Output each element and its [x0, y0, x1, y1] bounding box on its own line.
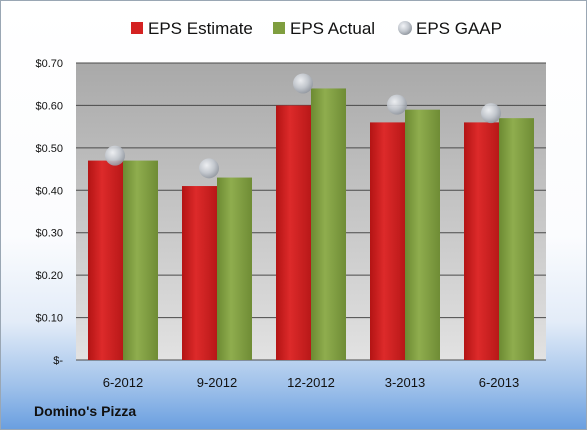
- estimate-bar: [276, 105, 311, 360]
- legend-swatch: [398, 21, 412, 35]
- actual-bar: [217, 177, 252, 360]
- company-label: Domino's Pizza: [34, 403, 137, 419]
- bars: [88, 88, 534, 361]
- y-tick-label: $0.70: [35, 58, 63, 70]
- estimate-bar: [464, 122, 499, 361]
- legend: EPS Estimate EPS Actual EPS GAAP: [131, 19, 502, 38]
- x-tick-label: 3-2013: [385, 375, 425, 390]
- y-tick-label: $0.60: [35, 100, 63, 112]
- estimate-bar: [88, 160, 123, 360]
- estimate-bar: [370, 122, 405, 361]
- legend-swatch: [273, 22, 285, 34]
- legend-swatch: [131, 22, 143, 34]
- y-tick-label: $0.30: [35, 228, 63, 240]
- y-tick-label: $0.40: [35, 185, 63, 197]
- actual-bar: [311, 88, 346, 360]
- gaap-point: [199, 158, 219, 179]
- y-tick-label: $-: [53, 355, 63, 367]
- gaap-point: [481, 103, 501, 124]
- x-tick-label: 6-2013: [479, 375, 519, 390]
- gaap-point: [293, 73, 313, 94]
- y-tick-label: $0.10: [35, 313, 63, 325]
- y-tick-label: $0.50: [35, 143, 63, 155]
- x-tick-label: 12-2012: [287, 375, 335, 390]
- legend-label: EPS Actual: [290, 19, 375, 38]
- actual-bar: [499, 118, 534, 361]
- gaap-point: [387, 94, 407, 115]
- estimate-bar: [182, 186, 217, 360]
- actual-bar: [123, 160, 158, 360]
- x-tick-label: 6-2012: [103, 375, 143, 390]
- actual-bar: [405, 109, 440, 361]
- legend-label: EPS GAAP: [416, 19, 502, 38]
- x-axis-tick-labels: 6-2012 9-2012 12-2012 3-2013 6-2013: [103, 375, 519, 390]
- gaap-point: [105, 145, 125, 166]
- gaap-points: [105, 73, 501, 179]
- legend-label: EPS Estimate: [148, 19, 253, 38]
- x-tick-label: 9-2012: [197, 375, 237, 390]
- y-axis-tick-labels: $- $0.10 $0.20 $0.30 $0.40 $0.50 $0.60 $0.70: [35, 58, 63, 367]
- y-tick-label: $0.20: [35, 270, 63, 282]
